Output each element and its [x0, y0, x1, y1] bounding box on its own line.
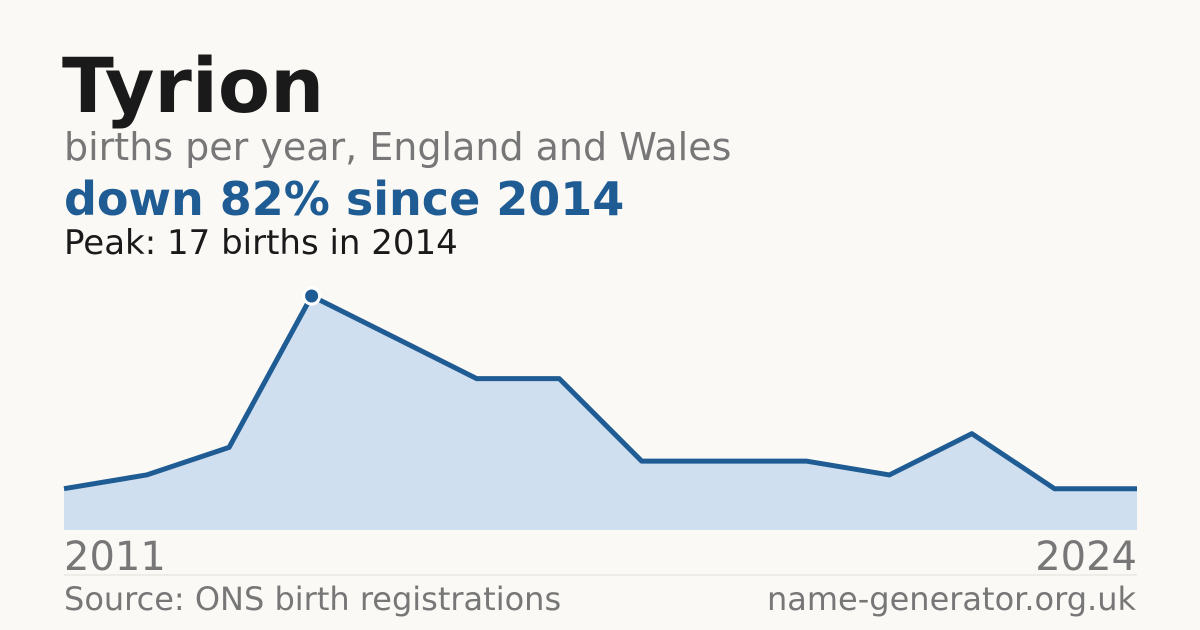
x-tick-label: 2011 [64, 534, 166, 580]
peak-annotation: Peak: 17 births in 2014 [64, 223, 458, 263]
headline: down 82% since 2014 [64, 172, 624, 226]
line [63, 293, 1137, 492]
x-tick-label: 2024 [1035, 534, 1137, 580]
source: Source: ONS birth registrations [64, 580, 561, 618]
chart-title: Tyrion [62, 41, 324, 130]
site: name-generator.org.uk [767, 580, 1136, 618]
peak-marker [302, 286, 322, 306]
chart-subtitle: births per year, England and Wales [64, 125, 731, 169]
